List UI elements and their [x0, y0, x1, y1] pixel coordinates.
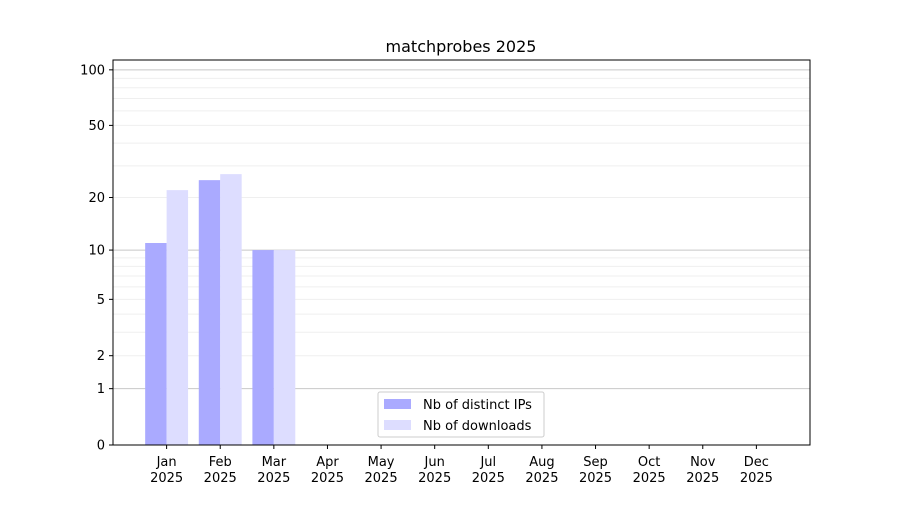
x-tick-label: 2025 [150, 471, 183, 486]
y-tick-label: 100 [80, 63, 105, 78]
x-tick-label: Sep [583, 455, 608, 470]
legend-label-ips: Nb of distinct IPs [423, 398, 532, 413]
x-tick-label: 2025 [633, 471, 666, 486]
bar-downloads [273, 250, 296, 445]
x-tick-label: 2025 [257, 471, 290, 486]
x-tick-label: May [368, 455, 395, 470]
legend-swatch-ips [384, 399, 411, 409]
x-tick-label: Jul [479, 455, 496, 470]
x-tick-label: 2025 [525, 471, 558, 486]
x-tick-label: 2025 [311, 471, 344, 486]
y-tick-label: 0 [97, 439, 105, 454]
legend-swatch-downloads [384, 420, 411, 430]
chart-title: matchprobes 2025 [386, 37, 537, 56]
plot-frame [112, 59, 811, 446]
x-tick-label: 2025 [418, 471, 451, 486]
y-tick-label: 20 [88, 191, 105, 206]
x-tick-label: Nov [690, 455, 716, 470]
legend: Nb of distinct IPs Nb of downloads [377, 391, 545, 438]
x-tick-label: Oct [638, 455, 660, 470]
y-tick-label: 50 [88, 119, 105, 134]
y-tick-label: 10 [88, 244, 105, 259]
y-tick-label: 1 [97, 382, 105, 397]
x-tick-label: Aug [529, 455, 554, 470]
x-tick-label: Feb [209, 455, 232, 470]
x-tick-label: Jun [424, 455, 445, 470]
bar-distinct-ips [252, 250, 274, 445]
y-tick-label: 2 [97, 349, 105, 364]
bar-downloads [166, 190, 189, 445]
bar-distinct-ips [198, 180, 221, 445]
x-tick-label: Jan [156, 455, 177, 470]
x-tick-label: 2025 [472, 471, 505, 486]
bar-downloads [220, 174, 242, 445]
x-tick-label: 2025 [579, 471, 612, 486]
x-tick-label: 2025 [686, 471, 719, 486]
x-tick-label: 2025 [204, 471, 237, 486]
x-tick-label: Dec [744, 455, 769, 470]
x-tick-label: Apr [316, 455, 339, 470]
y-tick-label: 5 [97, 293, 105, 308]
bar-distinct-ips [145, 243, 167, 445]
x-tick-label: 2025 [365, 471, 398, 486]
x-tick-label: 2025 [740, 471, 773, 486]
x-tick-label: Mar [262, 455, 287, 470]
legend-label-downloads: Nb of downloads [423, 419, 532, 434]
